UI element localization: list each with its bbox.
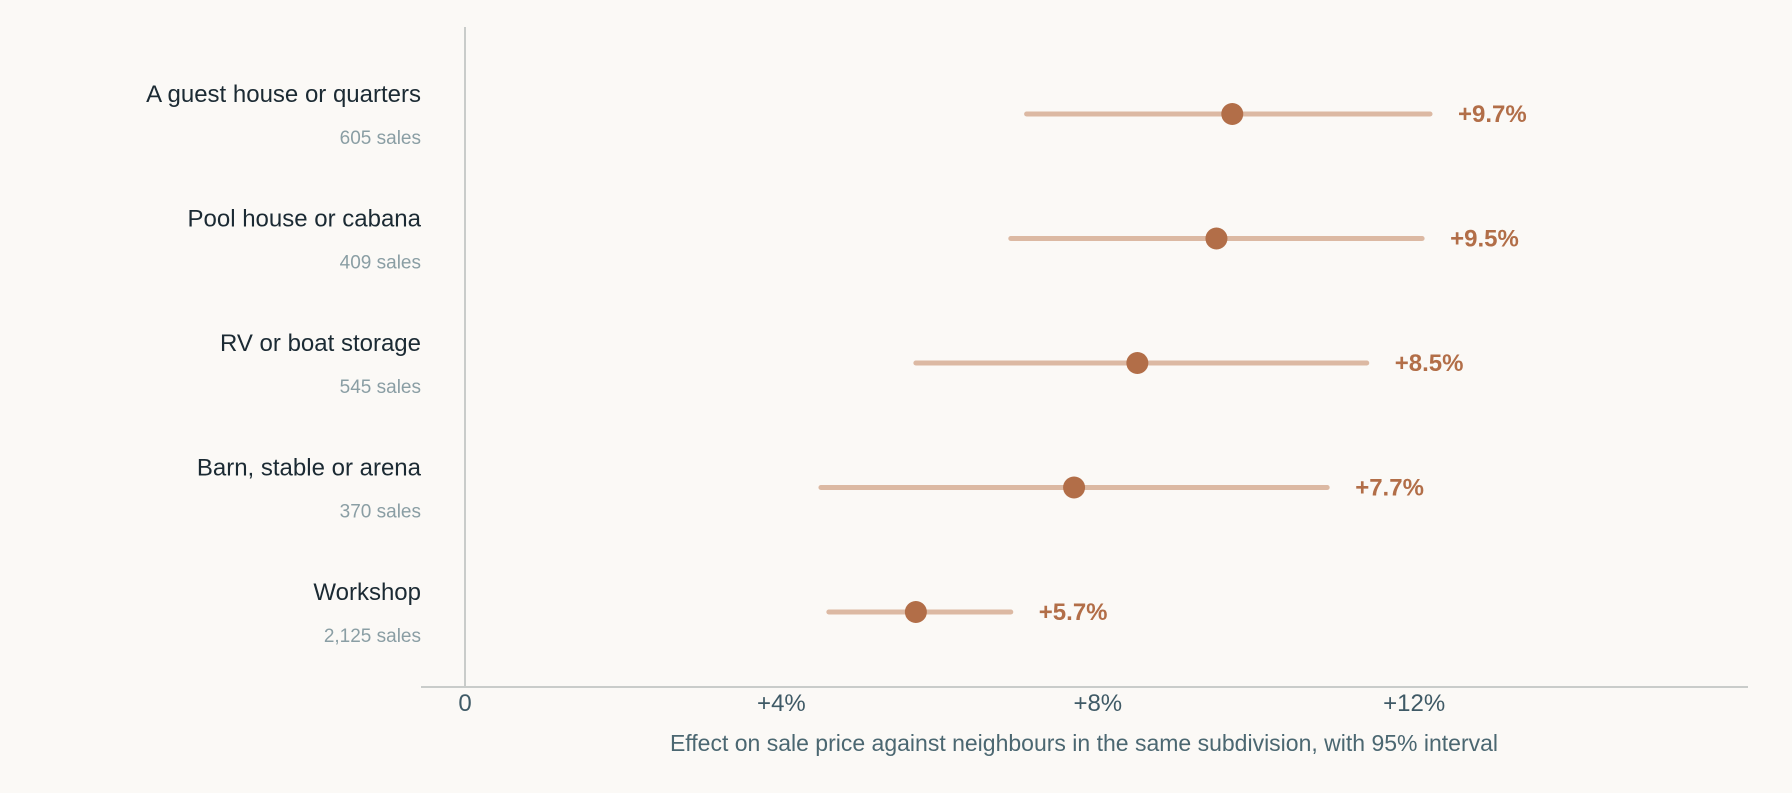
x-tick-label: +4%	[757, 690, 806, 717]
chart-row: Barn, stable or arena 370 sales +7.7%	[197, 455, 1424, 523]
value-label: +9.7%	[1458, 101, 1527, 128]
x-tick-label: +8%	[1073, 690, 1122, 717]
category-label: Pool house or cabana	[187, 206, 421, 233]
chart-row: Workshop 2,125 sales +5.7%	[313, 579, 1107, 647]
x-axis-title: Effect on sale price against neighbours …	[670, 730, 1498, 756]
estimate-point	[1063, 476, 1086, 499]
value-label: +9.5%	[1450, 226, 1519, 253]
value-label: +7.7%	[1355, 475, 1424, 502]
chart-row: Pool house or cabana 409 sales +9.5%	[187, 206, 1518, 274]
value-label: +8.5%	[1395, 350, 1464, 377]
estimate-point	[1221, 103, 1244, 125]
estimate-point	[1126, 352, 1149, 374]
category-label: Workshop	[313, 579, 421, 606]
category-label: RV or boat storage	[220, 330, 421, 357]
chart-rows: A guest house or quarters 605 sales +9.7% P…	[146, 81, 1527, 647]
category-label: Barn, stable or arena	[197, 455, 422, 482]
category-label: A guest house or quarters	[146, 81, 421, 108]
x-tick-label: +12%	[1383, 690, 1445, 717]
sales-count-label: 409 sales	[340, 253, 421, 274]
x-axis-ticks: 0 +4% +8% +12%	[458, 690, 1445, 717]
x-tick-label: 0	[458, 690, 471, 717]
value-label: +5.7%	[1039, 599, 1108, 626]
sales-count-label: 2,125 sales	[324, 626, 421, 647]
estimate-point	[904, 601, 927, 623]
estimate-point	[1205, 227, 1228, 250]
sales-count-label: 370 sales	[340, 502, 421, 523]
chart-row: RV or boat storage 545 sales +8.5%	[220, 330, 1463, 398]
sales-count-label: 545 sales	[340, 377, 421, 398]
chart-row: A guest house or quarters 605 sales +9.7%	[146, 81, 1527, 149]
sales-count-label: 605 sales	[340, 128, 421, 149]
